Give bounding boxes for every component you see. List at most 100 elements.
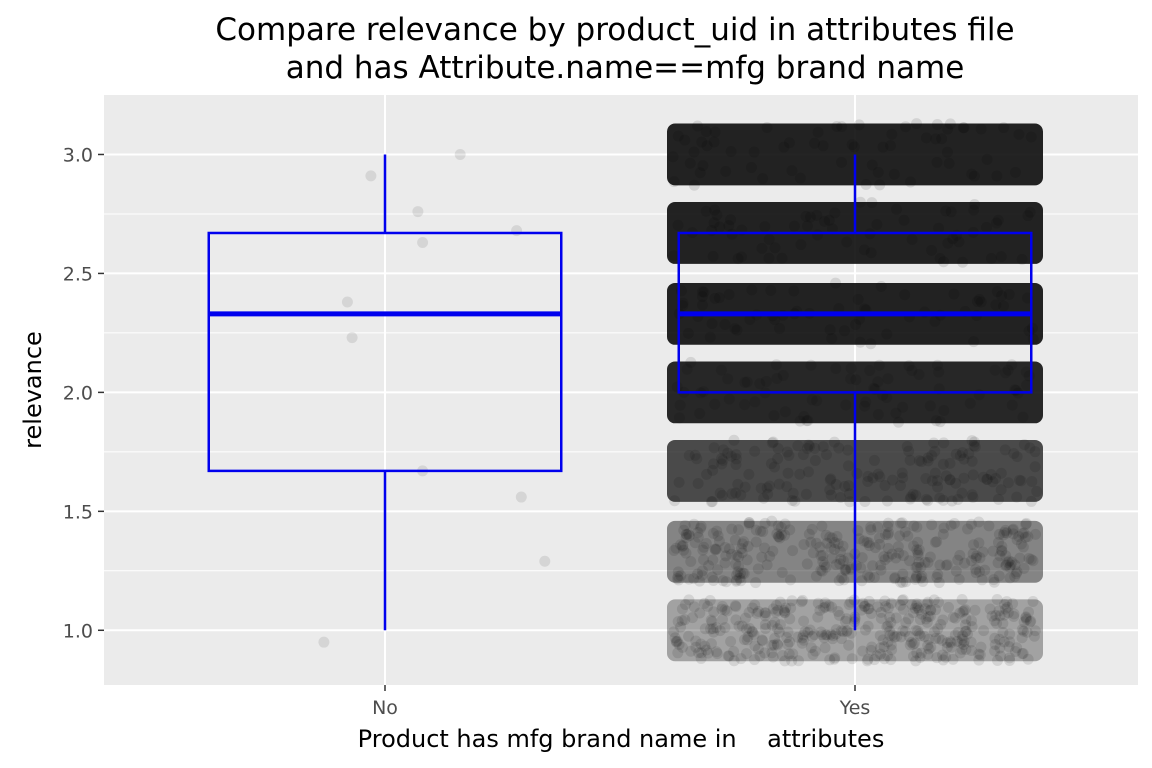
data-point-yes <box>970 552 982 564</box>
data-point-yes <box>875 559 887 571</box>
data-point-yes <box>974 552 986 564</box>
data-point-yes <box>957 606 969 618</box>
data-point-yes <box>950 477 962 489</box>
data-point-yes <box>998 609 1010 621</box>
data-point-yes <box>802 626 814 638</box>
data-point-yes <box>668 176 680 188</box>
data-point-yes <box>944 636 956 648</box>
data-point-yes <box>699 623 711 635</box>
data-point-yes <box>882 529 894 541</box>
data-point-yes <box>1027 595 1039 607</box>
data-point-yes <box>711 648 723 660</box>
data-point-yes <box>731 324 743 336</box>
data-point-yes <box>773 530 785 542</box>
data-point-yes <box>884 140 896 152</box>
data-point-yes <box>679 134 691 146</box>
data-point-yes <box>829 207 841 219</box>
data-point-yes <box>834 558 846 570</box>
data-point-yes <box>728 645 740 657</box>
data-point-yes <box>839 564 851 576</box>
data-point-yes <box>668 626 680 638</box>
data-point-yes <box>871 650 883 662</box>
data-point-yes <box>862 569 874 581</box>
data-point-yes <box>1002 557 1014 569</box>
data-point-yes <box>895 599 907 611</box>
data-point-yes <box>719 541 731 553</box>
data-point-yes <box>696 136 708 148</box>
data-point-yes <box>922 495 934 507</box>
data-point-yes <box>776 252 788 264</box>
data-point-yes <box>905 636 917 648</box>
data-point-yes <box>826 532 838 544</box>
data-point-yes <box>749 396 761 408</box>
data-point-yes <box>990 472 1002 484</box>
data-point-yes <box>1002 477 1014 489</box>
data-point-yes <box>843 480 855 492</box>
data-point-yes <box>738 634 750 646</box>
data-point-yes <box>740 648 752 660</box>
data-point-yes <box>854 336 866 348</box>
data-point-yes <box>695 638 707 650</box>
data-point-yes <box>816 565 828 577</box>
data-point-yes <box>966 168 978 180</box>
data-point-yes <box>783 449 795 461</box>
data-point-yes <box>881 650 893 662</box>
data-point-yes <box>1009 166 1021 178</box>
data-point-yes <box>672 647 684 659</box>
data-point-yes <box>970 563 982 575</box>
data-point-yes <box>868 654 880 666</box>
data-point-yes <box>897 401 909 413</box>
data-point-yes <box>909 573 921 585</box>
data-point-yes <box>865 524 877 536</box>
data-point-yes <box>882 521 894 533</box>
data-point-yes <box>759 607 771 619</box>
data-point-yes <box>688 518 700 530</box>
data-point-yes <box>929 536 941 548</box>
data-point-yes <box>930 415 942 427</box>
data-point-yes <box>975 123 987 135</box>
data-point-yes <box>706 496 718 508</box>
data-point-yes <box>676 641 688 653</box>
data-point-yes <box>906 598 918 610</box>
data-point-yes <box>967 491 979 503</box>
data-point-yes <box>838 325 850 337</box>
data-point-yes <box>804 211 816 223</box>
data-point-yes <box>692 568 704 580</box>
data-point-yes <box>840 564 852 576</box>
data-point-yes <box>1022 653 1034 665</box>
data-point-yes <box>929 445 941 457</box>
data-point-yes <box>1017 625 1029 637</box>
data-point-yes <box>860 396 872 408</box>
data-point-yes <box>725 145 737 157</box>
data-point-yes <box>965 615 977 627</box>
data-point-yes <box>685 645 697 657</box>
data-point-yes <box>968 436 980 448</box>
data-point-yes <box>709 398 721 410</box>
data-point-yes <box>903 631 915 643</box>
data-point-yes <box>911 544 923 556</box>
data-point-yes <box>866 159 878 171</box>
data-point-yes <box>879 554 891 566</box>
data-point-yes <box>690 641 702 653</box>
data-point-yes <box>826 552 838 564</box>
data-point-yes <box>824 531 836 543</box>
data-point-yes <box>749 445 761 457</box>
data-point-yes <box>802 415 814 427</box>
data-point-yes <box>689 537 701 549</box>
data-point-yes <box>781 632 793 644</box>
data-point-yes <box>794 468 806 480</box>
data-point-yes <box>719 557 731 569</box>
data-point-yes <box>873 359 885 371</box>
data-point-yes <box>732 478 744 490</box>
data-point-yes <box>731 574 743 586</box>
data-point-yes <box>1021 614 1033 626</box>
data-point-yes <box>767 603 779 615</box>
data-point-yes <box>749 640 761 652</box>
data-point-yes <box>963 448 975 460</box>
data-point-yes <box>883 527 895 539</box>
data-point-yes <box>697 544 709 556</box>
data-point-yes <box>836 156 848 168</box>
data-point-yes <box>954 450 966 462</box>
data-point-yes <box>714 221 726 233</box>
data-point-yes <box>706 571 718 583</box>
